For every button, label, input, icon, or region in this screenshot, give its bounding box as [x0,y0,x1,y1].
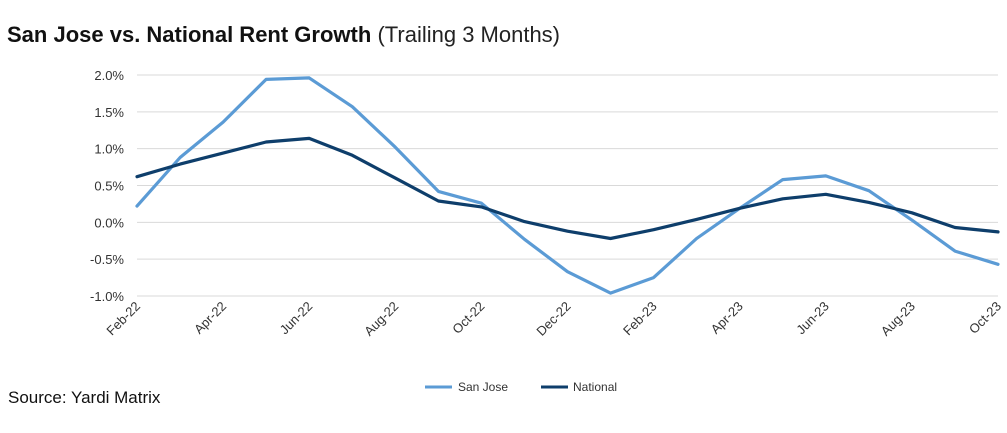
x-tick-label: Apr-22 [191,299,229,337]
y-tick-label: 0.5% [94,179,124,194]
series-lines [135,76,1000,295]
chart-title: San Jose vs. National Rent Growth (Trail… [7,22,560,48]
x-tick-label: Apr-23 [708,299,746,337]
x-tick-label: Oct-23 [966,299,1004,337]
y-tick-label: -1.0% [90,289,124,304]
series-line-san-jose [135,76,1000,295]
legend-label: San Jose [458,380,508,394]
x-axis-tick-labels: Feb-22 Apr-22 Jun-22 Aug-22 Oct-22 Dec-22 Feb-… [103,299,1004,339]
legend: San Jose National [425,380,617,394]
series-line-national [135,136,1000,241]
y-tick-label: 2.0% [94,68,124,83]
x-tick-label: Jun-22 [277,299,316,338]
y-tick-label: -0.5% [90,252,124,267]
x-tick-label: Aug-23 [878,299,918,339]
legend-label: National [573,380,617,394]
x-tick-label: Oct-22 [449,299,487,337]
x-tick-label: Dec-22 [533,299,573,339]
chart-title-subtitle: (Trailing 3 Months) [377,22,561,47]
gridlines [137,74,998,297]
x-tick-label: Aug-22 [361,299,401,339]
x-tick-label: Feb-22 [103,299,143,339]
y-tick-label: 1.5% [94,105,124,120]
x-tick-label: Feb-23 [620,299,660,339]
chart-title-main: San Jose vs. National Rent Growth [7,22,372,47]
y-tick-label: 1.0% [94,142,124,157]
x-tick-label: Jun-23 [793,299,832,338]
source-note: Source: Yardi Matrix [8,388,161,407]
y-axis-tick-labels: 2.0% 1.5% 1.0% 0.5% 0.0% -0.5% -1.0% [90,68,124,304]
y-tick-label: 0.0% [94,215,124,230]
